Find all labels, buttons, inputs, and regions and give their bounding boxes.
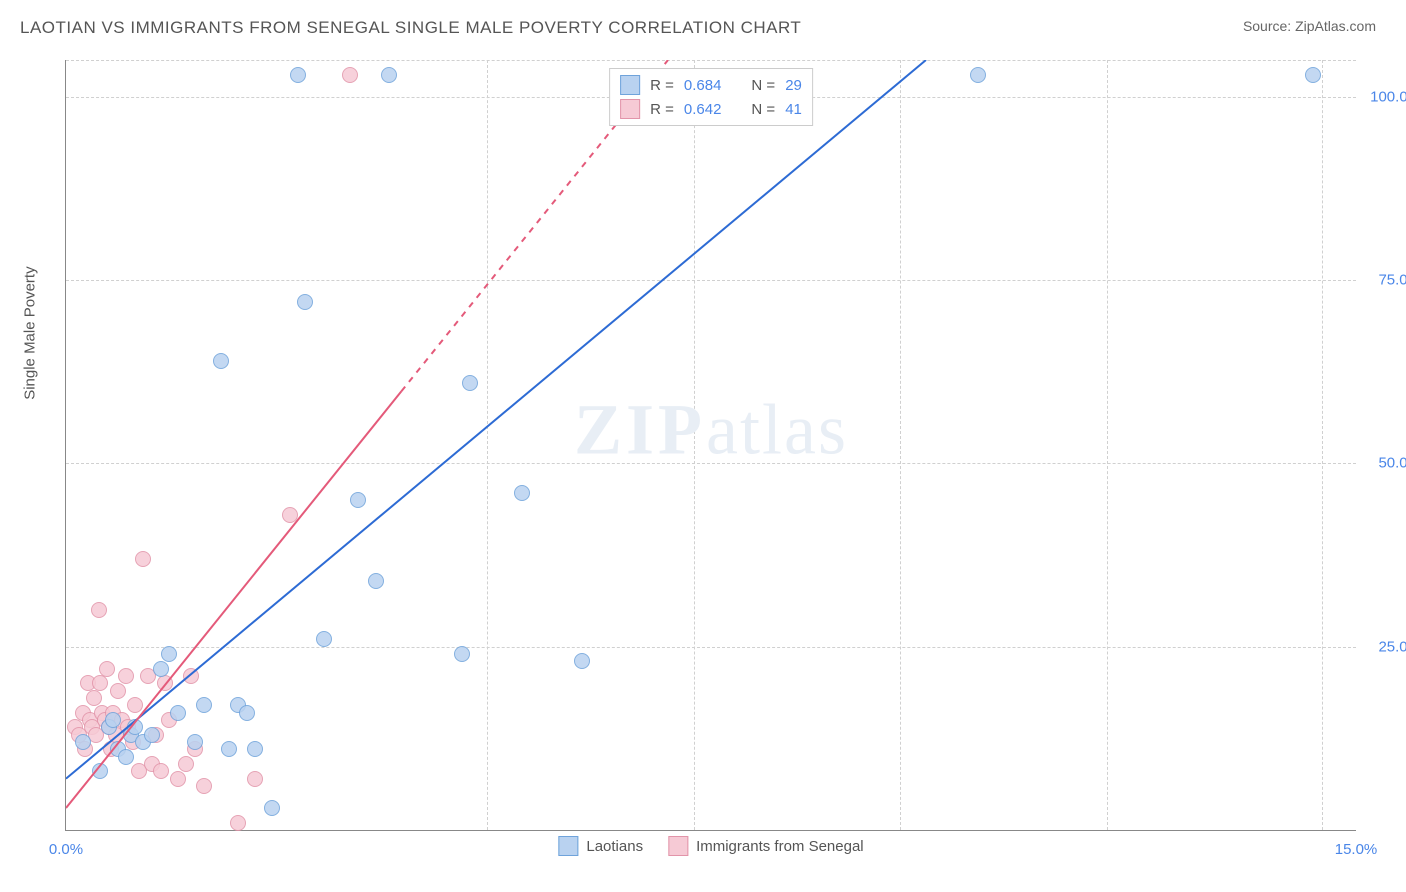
data-point (105, 712, 121, 728)
x-tick-label: 15.0% (1335, 841, 1378, 858)
data-point (196, 778, 212, 794)
data-point (282, 507, 298, 523)
data-point (110, 683, 126, 699)
n-value: 29 (785, 77, 802, 94)
n-label: N = (751, 77, 775, 94)
data-point (247, 771, 263, 787)
data-point (183, 668, 199, 684)
legend-swatch (620, 99, 640, 119)
legend-stat-row: R = 0.684 N = 29 (620, 73, 802, 97)
y-tick-label: 25.0% (1378, 638, 1406, 655)
data-point (350, 492, 366, 508)
chart-header: LAOTIAN VS IMMIGRANTS FROM SENEGAL SINGL… (0, 0, 1406, 48)
grid-line-h (66, 647, 1356, 648)
legend-swatch (620, 75, 640, 95)
watermark: ZIPatlas (574, 388, 848, 471)
r-label: R = (650, 77, 674, 94)
data-point (127, 697, 143, 713)
data-point (170, 705, 186, 721)
legend-swatch (668, 836, 688, 856)
data-point (75, 734, 91, 750)
data-point (381, 67, 397, 83)
data-point (86, 690, 102, 706)
legend-stats: R = 0.684 N = 29 R = 0.642 N = 41 (609, 68, 813, 126)
grid-line-v (487, 60, 488, 830)
data-point (178, 756, 194, 772)
grid-line-v (1107, 60, 1108, 830)
grid-line-v (1322, 60, 1323, 830)
data-point (118, 749, 134, 765)
chart-container: Single Male Poverty ZIPatlas R = 0.684 N… (50, 55, 1370, 860)
y-tick-label: 50.0% (1378, 455, 1406, 472)
n-value: 41 (785, 101, 802, 118)
grid-line-v (694, 60, 695, 830)
data-point (316, 631, 332, 647)
data-point (454, 646, 470, 662)
data-point (297, 294, 313, 310)
x-tick-label: 0.0% (49, 841, 83, 858)
data-point (170, 771, 186, 787)
data-point (342, 67, 358, 83)
legend-series: Laotians Immigrants from Senegal (558, 836, 863, 856)
data-point (153, 661, 169, 677)
r-label: R = (650, 101, 674, 118)
n-label: N = (751, 101, 775, 118)
data-point (462, 375, 478, 391)
r-value: 0.642 (684, 101, 722, 118)
r-value: 0.684 (684, 77, 722, 94)
data-point (92, 675, 108, 691)
data-point (157, 675, 173, 691)
data-point (221, 741, 237, 757)
grid-line-h (66, 280, 1356, 281)
source-label: Source: ZipAtlas.com (1243, 18, 1376, 34)
data-point (91, 602, 107, 618)
data-point (1305, 67, 1321, 83)
data-point (99, 661, 115, 677)
data-point (264, 800, 280, 816)
legend-stat-row: R = 0.642 N = 41 (620, 97, 802, 121)
legend-swatch (558, 836, 578, 856)
chart-title: LAOTIAN VS IMMIGRANTS FROM SENEGAL SINGL… (20, 18, 801, 38)
regression-lines (66, 60, 1356, 830)
data-point (368, 573, 384, 589)
data-point (144, 727, 160, 743)
data-point (213, 353, 229, 369)
data-point (230, 815, 246, 831)
data-point (161, 646, 177, 662)
grid-line-v (900, 60, 901, 830)
y-tick-label: 100.0% (1370, 88, 1406, 105)
y-axis-label: Single Male Poverty (22, 266, 39, 399)
data-point (514, 485, 530, 501)
data-point (135, 551, 151, 567)
data-point (127, 719, 143, 735)
data-point (118, 668, 134, 684)
data-point (574, 653, 590, 669)
data-point (196, 697, 212, 713)
y-tick-label: 75.0% (1378, 272, 1406, 289)
legend-item: Laotians (558, 836, 643, 856)
legend-label: Laotians (586, 838, 643, 855)
grid-line-h (66, 60, 1356, 61)
plot-area: ZIPatlas R = 0.684 N = 29 R = 0.642 N = … (65, 60, 1356, 831)
data-point (92, 763, 108, 779)
data-point (970, 67, 986, 83)
data-point (247, 741, 263, 757)
legend-label: Immigrants from Senegal (696, 838, 864, 855)
data-point (153, 763, 169, 779)
grid-line-h (66, 463, 1356, 464)
legend-item: Immigrants from Senegal (668, 836, 864, 856)
data-point (187, 734, 203, 750)
data-point (239, 705, 255, 721)
data-point (290, 67, 306, 83)
